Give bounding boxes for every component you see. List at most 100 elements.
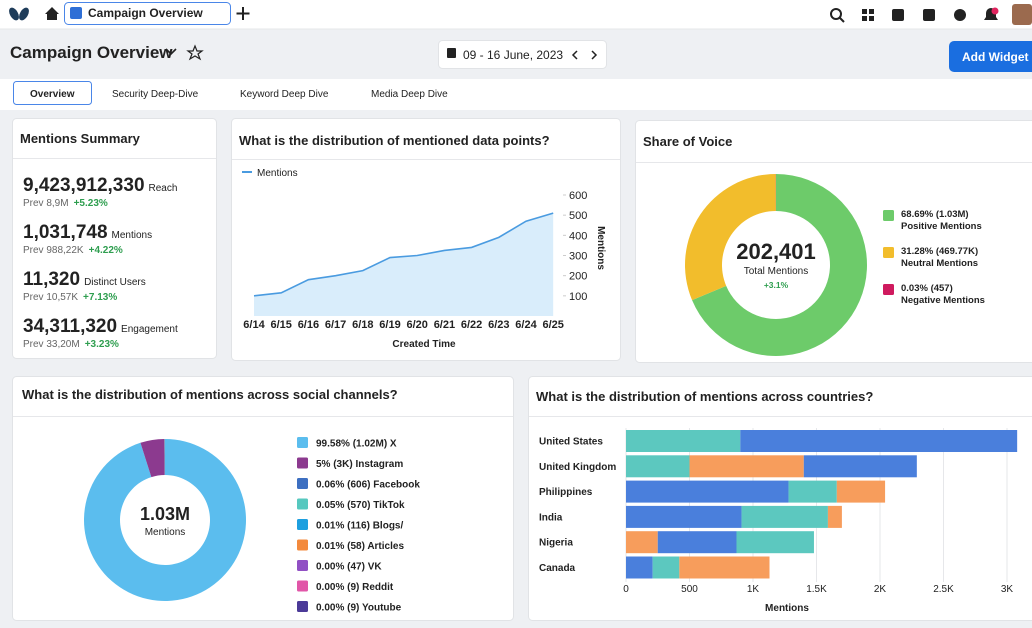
bar-segment [652, 556, 680, 579]
date-arrows[interactable] [571, 50, 598, 60]
legend-swatch [297, 580, 308, 592]
team-icon[interactable] [954, 9, 966, 21]
tab-icon [70, 7, 82, 19]
calendar-glyph [447, 48, 456, 58]
tab[interactable] [64, 2, 231, 25]
metric-value: 1,031,748 [23, 222, 108, 243]
x-tick-label: 0 [623, 584, 629, 595]
metric-change: +5.23% [74, 198, 108, 209]
legend-swatch [297, 478, 308, 489]
metric-value: 9,423,912,330 [23, 175, 145, 196]
row-label: Nigeria [539, 538, 573, 549]
bar-segment [657, 531, 737, 554]
x-tick-label: 2K [874, 584, 887, 595]
tab-label[interactable]: Media Deep Dive [371, 89, 448, 100]
title-dropdown[interactable] [165, 48, 177, 56]
page-title: Campaign Overview [10, 43, 173, 62]
center-change: +3.1% [764, 280, 789, 290]
date-range: 09 - 16 June, 2023 [463, 48, 563, 62]
calendar-icon[interactable] [923, 9, 935, 21]
x-tick-label: 6/19 [379, 319, 400, 331]
bar-segment [626, 430, 741, 452]
legend-swatch [297, 519, 308, 530]
metric-label: Reach [149, 183, 178, 194]
y-axis-title: Mentions [595, 226, 606, 270]
y-tick-label: 600 [569, 190, 587, 202]
date-picker[interactable] [438, 40, 607, 69]
card-title: What is the distribution of mentions acr… [536, 389, 873, 404]
legend-swatch [883, 247, 894, 258]
legend-label: 31.28% (469.77K) [901, 246, 978, 257]
bar-segment [740, 430, 1018, 452]
bar-segment [836, 480, 886, 503]
metric-value: 11,320 [23, 269, 80, 290]
legend-name: Negative Mentions [901, 295, 985, 306]
legend-label: 0.00% (9) Reddit [316, 582, 394, 593]
x-tick-label: 6/17 [325, 319, 346, 331]
bar-segment [626, 556, 653, 579]
legend-label: 68.69% (1.03M) [901, 209, 969, 220]
area [254, 213, 554, 316]
center-value: 1.03M [140, 504, 190, 524]
add-widget-button[interactable] [949, 41, 1032, 72]
bar-segment [827, 505, 842, 528]
bar-segment [679, 556, 770, 579]
legend-label: 0.06% (606) Facebook [316, 480, 420, 491]
tab-selected[interactable] [13, 81, 92, 105]
donut-slice [685, 174, 776, 301]
home-icon[interactable] [45, 7, 59, 20]
metric-label: Distinct Users [84, 277, 146, 288]
metric-prev: Prev 988,22K [23, 245, 84, 256]
add-tab[interactable] [236, 7, 250, 20]
legend-label: 5% (3K) Instagram [316, 459, 403, 470]
legend-swatch [883, 210, 894, 221]
card [12, 118, 217, 359]
legend-name: Positive Mentions [901, 221, 982, 232]
x-tick-label: 6/15 [270, 319, 291, 331]
x-tick-label: 6/25 [542, 319, 563, 331]
tab-label[interactable]: Keyword Deep Dive [240, 89, 329, 100]
metric-label: Engagement [121, 324, 178, 335]
bar-segment [626, 480, 789, 503]
center-value: 202,401 [736, 239, 816, 264]
bar-segment [626, 505, 742, 528]
center-label: Mentions [145, 527, 186, 538]
metric-change: +7.13% [83, 292, 117, 303]
tab-label[interactable]: Security Deep-Dive [112, 89, 199, 100]
logo[interactable] [7, 6, 31, 22]
legend-label: 0.01% (58) Articles [316, 541, 404, 552]
legend-swatch [297, 437, 308, 448]
x-axis-title: Mentions [765, 603, 809, 614]
bar-segment [741, 505, 828, 528]
avatar[interactable] [1012, 4, 1032, 25]
favorite-star[interactable] [186, 44, 204, 61]
search-icon[interactable] [830, 8, 845, 23]
center-label: Total Mentions [744, 266, 808, 277]
donut-slice [83, 439, 246, 601]
bar-segment [626, 531, 658, 554]
metric-change: +4.22% [89, 245, 123, 256]
apps-icon[interactable] [862, 9, 874, 21]
legend-label: 99.58% (1.02M) X [316, 439, 397, 450]
legend-swatch [297, 601, 308, 612]
legend-swatch [297, 539, 308, 551]
row-label: India [539, 512, 563, 523]
x-tick-label: 6/22 [461, 319, 482, 331]
y-tick-label: 500 [569, 210, 587, 222]
add-widget-label: Add Widget [962, 50, 1029, 64]
row-label: Canada [539, 563, 576, 574]
bar-segment [803, 455, 917, 478]
compose-icon[interactable] [892, 9, 904, 21]
tab-label[interactable]: Overview [30, 89, 75, 100]
tab-title: Campaign Overview [88, 6, 203, 20]
metric-change: +3.23% [85, 339, 119, 350]
card-title: What is the distribution of mentions acr… [22, 387, 398, 402]
x-tick-label: 6/14 [243, 319, 265, 331]
legend-swatch [883, 284, 894, 295]
x-axis-title: Created Time [392, 339, 456, 350]
x-tick-label: 6/24 [515, 319, 537, 331]
metric-label: Mentions [112, 230, 153, 241]
legend-swatch [297, 498, 308, 510]
legend-label: 0.00% (47) VK [316, 562, 382, 573]
